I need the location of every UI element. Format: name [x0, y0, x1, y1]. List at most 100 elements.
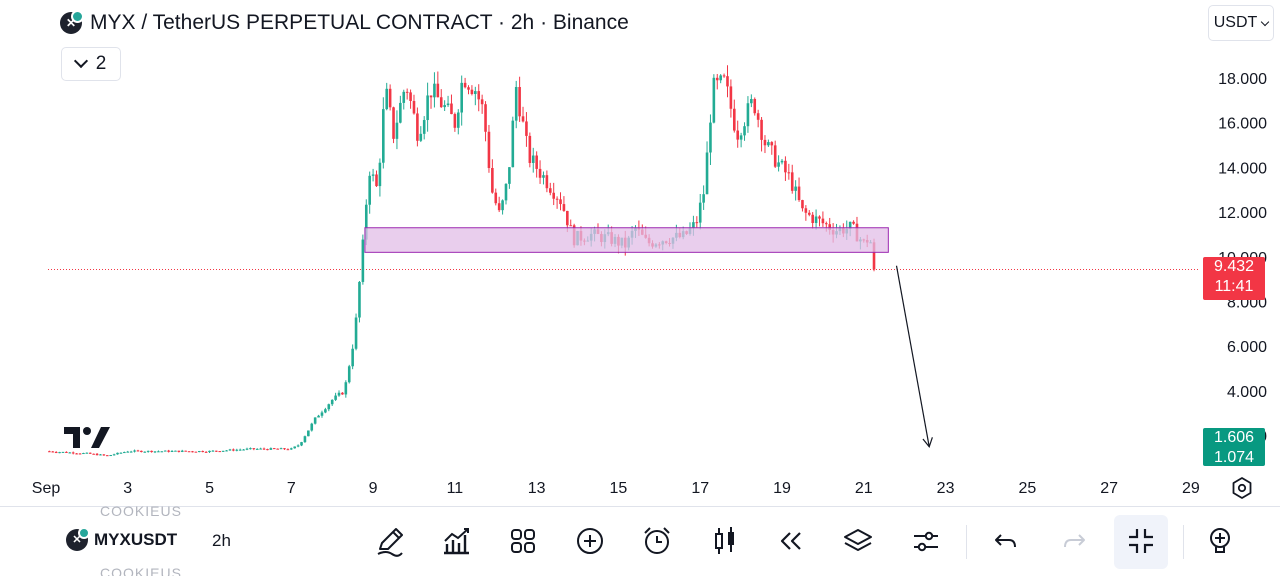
drawing-pen-icon[interactable] — [372, 523, 408, 559]
candle-body — [364, 204, 368, 240]
replay-rewind-icon[interactable] — [773, 523, 809, 559]
candle-body — [828, 224, 832, 230]
indicator-count: 2 — [95, 53, 107, 74]
candle-body — [184, 450, 187, 452]
indicators-chart-icon[interactable] — [438, 523, 474, 559]
candle-body — [491, 168, 494, 193]
candle-body — [330, 399, 334, 405]
candle-body — [412, 100, 416, 114]
layers-icon[interactable] — [840, 523, 876, 559]
candle-body — [497, 203, 501, 211]
y-tick-label: 4.000 — [1227, 384, 1267, 401]
candle-body — [790, 172, 794, 191]
candle-body — [163, 450, 167, 452]
alarm-clock-icon[interactable] — [639, 523, 675, 559]
candle-body — [501, 200, 504, 211]
candle-body — [695, 222, 699, 224]
candle-body — [249, 448, 252, 450]
currency-selector[interactable]: USDT — [1208, 5, 1274, 41]
candle-body — [480, 99, 484, 105]
candles — [48, 65, 876, 457]
x-tick-label: 3 — [123, 480, 132, 497]
candle-body — [566, 210, 569, 226]
candle-body — [266, 449, 269, 451]
candle-body — [198, 451, 201, 453]
candle-body — [300, 442, 303, 446]
y-tick-label: 12.000 — [1218, 205, 1267, 222]
candle-body — [140, 450, 143, 453]
candle-body — [392, 107, 395, 139]
symbol-selector[interactable]: ✕ MYXUSDT — [66, 527, 182, 551]
candle-body — [143, 451, 147, 453]
candle-body — [416, 113, 419, 141]
exit-fullscreen-icon[interactable] — [1123, 523, 1159, 559]
candle-body — [467, 87, 470, 90]
candle-body — [825, 223, 828, 225]
layout-grid-icon[interactable] — [505, 523, 541, 559]
candle-body — [232, 449, 235, 451]
candle-body — [221, 450, 225, 452]
candle-body — [71, 452, 75, 454]
bar-countdown: 11:41 — [1214, 278, 1254, 295]
candle-body — [439, 97, 443, 108]
candle-body — [450, 103, 453, 115]
x-tick-label: 15 — [610, 480, 628, 497]
lower-price-cut-value: 1.074 — [1213, 449, 1255, 466]
tradingview-logo[interactable] — [64, 424, 110, 450]
indicator-collapse-button[interactable]: 2 — [61, 47, 121, 81]
candle-body — [54, 452, 58, 454]
candle-body — [68, 452, 72, 454]
fullscreen-button[interactable] — [1114, 515, 1168, 569]
undo-icon[interactable] — [988, 523, 1024, 559]
candle-body — [51, 451, 55, 453]
idea-lightbulb-icon[interactable] — [1202, 523, 1238, 559]
candle-body — [150, 450, 153, 453]
candle-body — [514, 87, 518, 121]
down-arrow-line[interactable] — [895, 265, 930, 447]
time-axis[interactable]: Sep 3 5 7 9 11 13 15 17 19 21 23 25 27 29 — [32, 480, 1200, 497]
candle-body — [548, 188, 552, 193]
candle-body — [283, 448, 286, 450]
candle-body — [794, 186, 797, 191]
last-price-badge: 9.432 11:41 — [1203, 257, 1265, 300]
candle-body — [545, 175, 549, 189]
candle-body — [109, 455, 113, 457]
add-plus-icon[interactable] — [572, 523, 608, 559]
candle-body — [347, 366, 351, 383]
candle-body — [218, 451, 222, 453]
candle-body — [95, 453, 99, 456]
settings-sliders-icon[interactable] — [908, 523, 944, 559]
candle-body — [85, 452, 89, 454]
candle-body — [303, 436, 307, 443]
candle-body — [484, 104, 487, 132]
candle-body — [351, 348, 354, 367]
interval-selector[interactable]: 2h — [212, 531, 231, 550]
candles-style-icon[interactable] — [707, 523, 743, 559]
candle-body — [518, 87, 521, 117]
candle-body — [272, 448, 276, 450]
candle-body — [528, 135, 532, 163]
chart-title[interactable]: MYX / TetherUS PERPETUAL CONTRACT · 2h ·… — [90, 11, 629, 34]
gear-icon[interactable] — [1230, 476, 1254, 500]
candle-body — [692, 222, 695, 229]
candle-body — [474, 91, 477, 95]
candle-body — [542, 175, 545, 178]
candle-body — [477, 91, 481, 100]
x-tick-label: 19 — [773, 480, 791, 497]
redo-icon[interactable] — [1056, 523, 1092, 559]
candle-body — [743, 126, 746, 136]
candle-body — [872, 242, 876, 270]
candle-body — [136, 450, 140, 452]
candle-body — [354, 317, 358, 349]
candle-body — [310, 423, 314, 431]
candle-body — [535, 155, 538, 169]
price-chart[interactable]: 18.00016.00014.00012.00010.0008.0006.000… — [0, 0, 1280, 506]
candle-body — [307, 430, 310, 437]
candle-body — [174, 450, 177, 452]
symbol-logo-icon: ✕ — [66, 527, 90, 551]
candle-body — [48, 451, 51, 453]
candle-body — [112, 454, 116, 456]
candle-body — [99, 454, 102, 456]
candle-body — [58, 452, 61, 454]
support-zone-box[interactable] — [364, 227, 889, 253]
